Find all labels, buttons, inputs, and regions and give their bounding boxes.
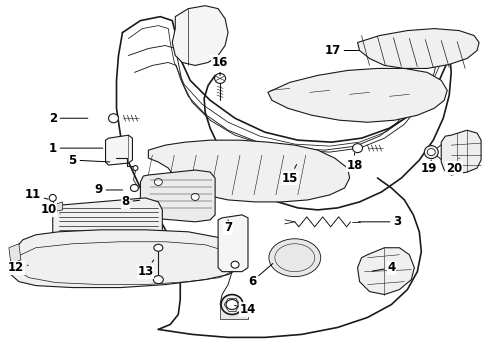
Text: 12: 12 [8, 261, 28, 274]
Text: 11: 11 [24, 188, 48, 202]
Polygon shape [172, 6, 228, 66]
Polygon shape [141, 170, 215, 222]
Ellipse shape [108, 114, 119, 123]
Polygon shape [358, 28, 479, 68]
Ellipse shape [49, 194, 56, 201]
Ellipse shape [353, 144, 363, 153]
Ellipse shape [424, 146, 438, 159]
Ellipse shape [269, 239, 321, 276]
Text: 1: 1 [49, 141, 103, 155]
Text: 18: 18 [346, 153, 363, 172]
Polygon shape [9, 244, 21, 265]
Text: 4: 4 [372, 261, 395, 274]
Ellipse shape [215, 73, 225, 84]
Polygon shape [441, 130, 481, 175]
Text: 10: 10 [41, 203, 60, 216]
Polygon shape [53, 198, 162, 260]
Ellipse shape [221, 294, 243, 315]
Text: 16: 16 [212, 56, 228, 76]
Text: 3: 3 [358, 215, 401, 228]
Ellipse shape [154, 179, 162, 185]
Ellipse shape [226, 300, 238, 310]
Text: 20: 20 [446, 158, 462, 175]
Ellipse shape [231, 261, 239, 268]
Polygon shape [148, 140, 349, 202]
Ellipse shape [153, 276, 163, 284]
Ellipse shape [130, 184, 138, 192]
Text: 8: 8 [122, 195, 140, 208]
Polygon shape [105, 135, 132, 165]
Polygon shape [268, 68, 447, 122]
Text: 14: 14 [235, 303, 256, 316]
Ellipse shape [154, 208, 162, 215]
Text: 6: 6 [248, 264, 273, 288]
Text: 9: 9 [95, 184, 122, 197]
Text: 5: 5 [69, 154, 110, 167]
Text: 17: 17 [324, 44, 359, 57]
Text: 7: 7 [224, 220, 232, 234]
Polygon shape [220, 305, 248, 319]
Polygon shape [9, 230, 245, 288]
Ellipse shape [191, 193, 199, 201]
Text: 2: 2 [49, 112, 88, 125]
Text: 13: 13 [137, 260, 154, 278]
Text: 15: 15 [282, 165, 298, 185]
Polygon shape [53, 202, 63, 212]
Text: 19: 19 [421, 160, 438, 175]
Ellipse shape [427, 149, 435, 156]
Polygon shape [53, 248, 63, 260]
Polygon shape [218, 215, 248, 272]
Ellipse shape [154, 244, 163, 251]
Polygon shape [358, 248, 415, 294]
